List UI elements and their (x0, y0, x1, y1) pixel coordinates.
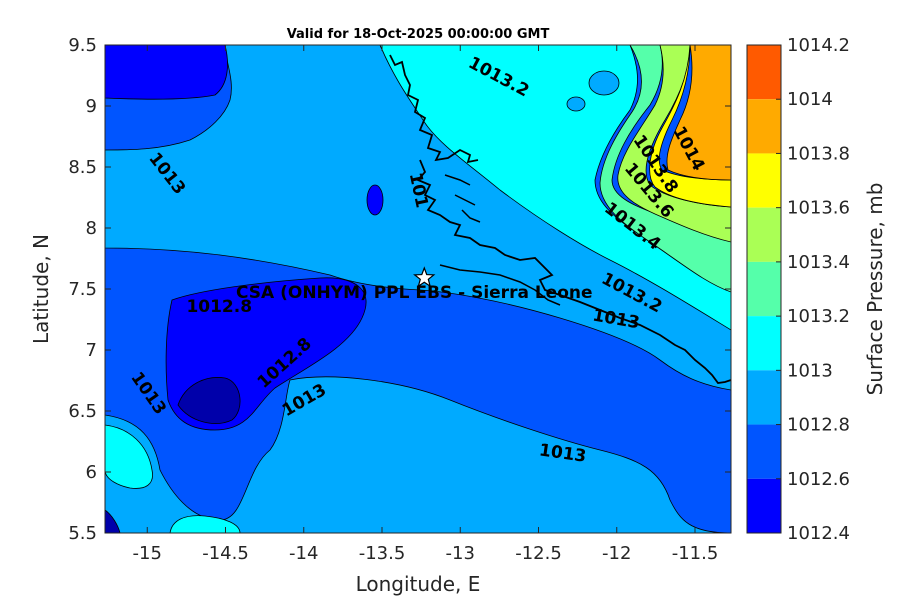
x-tick-label: -12.5 (515, 543, 562, 564)
x-tick-label: -11.5 (672, 543, 719, 564)
colorbar-swatch (747, 479, 781, 533)
y-tick-label: 6 (86, 462, 97, 483)
colorbar-swatch (747, 262, 781, 316)
colorbar-label: Surface Pressure, mb (863, 183, 887, 396)
colorbar-swatch (747, 153, 781, 207)
colorbar-swatch (747, 370, 781, 424)
colorbar-swatch (747, 316, 781, 370)
y-tick-label: 9.5 (68, 35, 97, 56)
y-tick-label: 7.5 (68, 279, 97, 300)
colorbar-swatch (747, 99, 781, 153)
band-1012-6-blob (367, 185, 383, 215)
x-tick-label: -14.5 (202, 543, 249, 564)
colorbar-tick-label: 1012.4 (787, 523, 850, 544)
colorbar-swatch (747, 425, 781, 479)
colorbar-tick-label: 1012.8 (787, 415, 850, 436)
colorbar-tick-label: 1013.2 (787, 306, 850, 327)
colorbar-tick-label: 1014 (787, 89, 833, 110)
y-tick-label: 9 (86, 96, 97, 117)
band-island-1 (589, 71, 619, 95)
colorbar-tick-label: 1013.4 (787, 252, 850, 273)
band-island-2 (567, 97, 585, 111)
colorbar-tick-label: 1013.8 (787, 143, 850, 164)
y-tick-label: 6.5 (68, 401, 97, 422)
map-title: Valid for 18-Oct-2025 00:00:00 GMT (287, 27, 550, 42)
x-tick-label: -15 (133, 543, 162, 564)
y-axis-label: Latitude, N (29, 234, 53, 344)
y-tick-label: 8 (86, 218, 97, 239)
band-1012-6-nw (105, 45, 228, 99)
y-tick-label: 8.5 (68, 157, 97, 178)
colorbar-swatch (747, 208, 781, 262)
colorbar-tick-label: 1012.6 (787, 469, 850, 490)
y-tick-label: 7 (86, 340, 97, 361)
x-tick-label: -12 (602, 543, 631, 564)
x-tick-label: -14 (289, 543, 318, 564)
colorbar-tick-label: 1013.6 (787, 198, 850, 219)
x-tick-label: -13 (446, 543, 475, 564)
x-axis-label: Longitude, E (356, 572, 481, 596)
colorbar: 1014.2 1014 1013.8 1013.6 1013.4 1013.2 1013 10… (747, 35, 850, 544)
colorbar-tick-label: 1014.2 (787, 35, 850, 56)
colorbar-tick-label: 1013 (787, 360, 833, 381)
y-tick-label: 5.5 (68, 523, 97, 544)
station-label: CSA (ONHYM) PPL EBS - Sierra Leone (236, 283, 593, 303)
colorbar-swatch (747, 45, 781, 99)
x-tick-label: -13.5 (359, 543, 406, 564)
